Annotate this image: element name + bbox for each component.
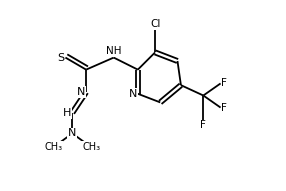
Text: N: N: [129, 89, 137, 99]
Text: S: S: [57, 53, 65, 63]
Text: F: F: [221, 79, 227, 88]
Text: F: F: [221, 103, 227, 112]
Text: NH: NH: [106, 46, 122, 56]
Text: F: F: [200, 121, 206, 130]
Text: CH₃: CH₃: [82, 142, 100, 152]
Text: Cl: Cl: [150, 19, 160, 29]
Text: N: N: [77, 87, 85, 97]
Text: CH₃: CH₃: [44, 142, 62, 152]
Text: H: H: [63, 108, 72, 118]
Text: N: N: [68, 128, 77, 138]
